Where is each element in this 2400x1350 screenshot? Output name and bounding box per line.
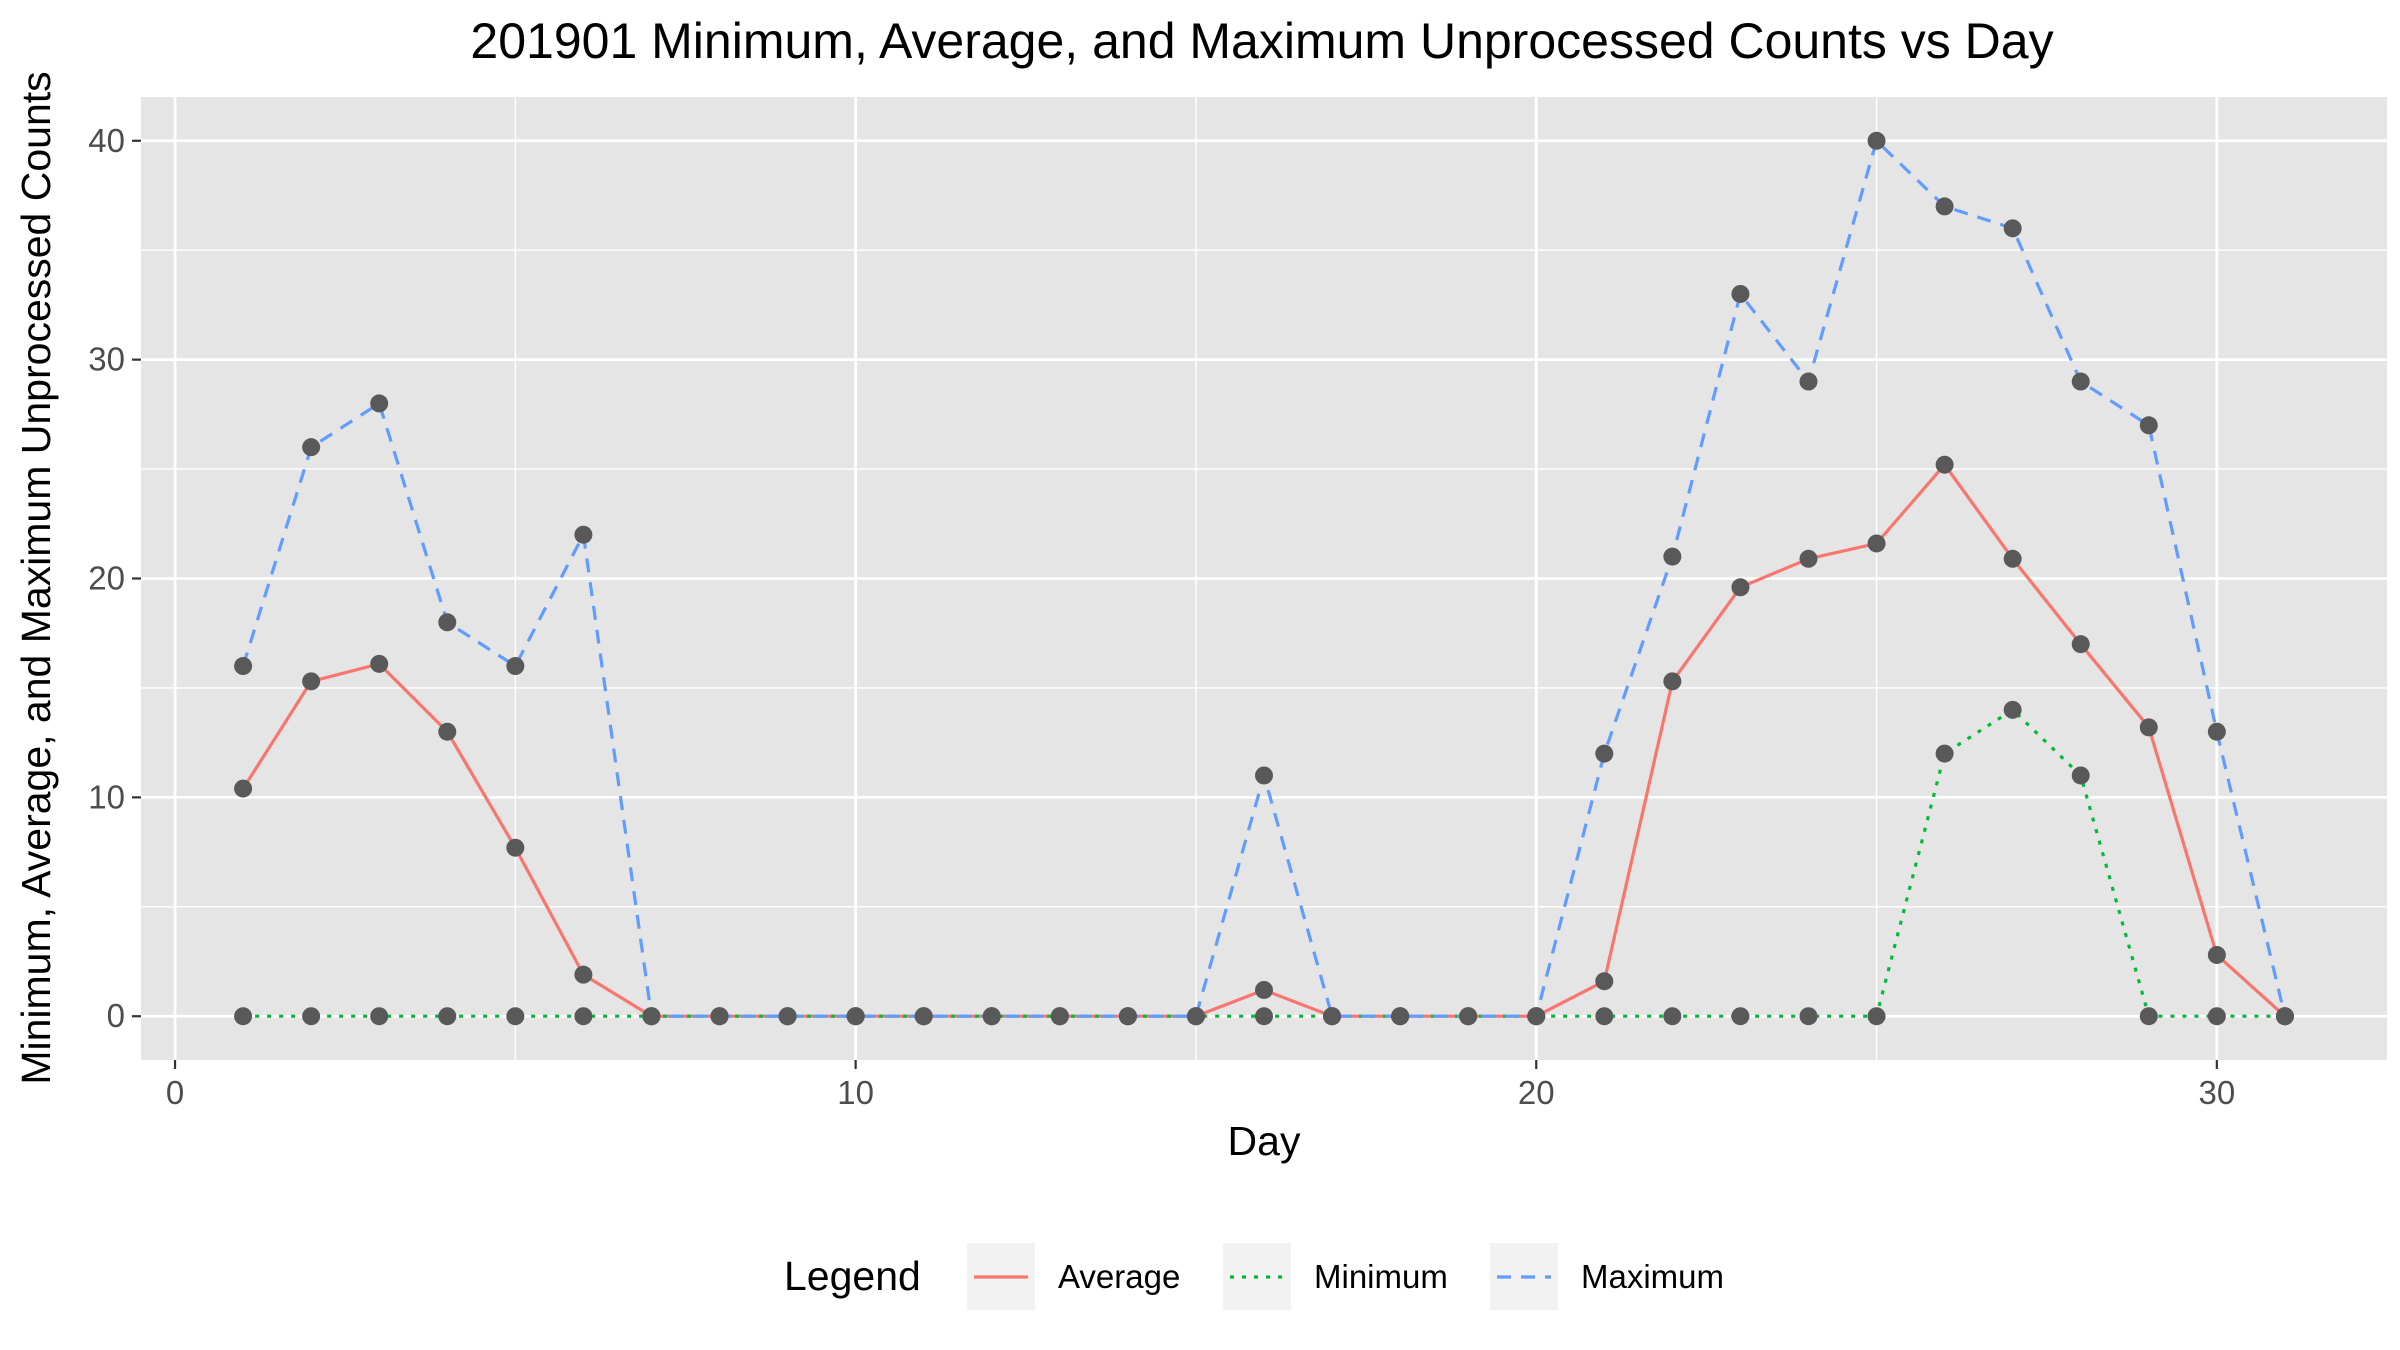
data-point-maximum [2139, 416, 2158, 435]
data-point-average [2139, 718, 2158, 737]
legend: Legend Average Minimum Maximum [784, 1243, 1724, 1310]
data-point-maximum [1867, 131, 1886, 150]
data-point-maximum [438, 613, 457, 632]
data-point-maximum [2207, 722, 2226, 741]
data-point-maximum [1459, 1007, 1478, 1026]
data-point-average [574, 965, 593, 984]
data-point-average [302, 672, 321, 691]
data-point-average [438, 722, 457, 741]
legend-label-minimum: Minimum [1314, 1258, 1448, 1295]
data-point-maximum [1527, 1007, 1546, 1026]
data-point-maximum [642, 1007, 661, 1026]
data-point-maximum [778, 1007, 797, 1026]
data-point-minimum [234, 1007, 253, 1026]
data-point-maximum [1255, 766, 1273, 785]
x-tick-label: 10 [837, 1074, 874, 1111]
data-point-maximum [1323, 1007, 1342, 1026]
data-point-minimum [1255, 1007, 1273, 1026]
data-points [234, 131, 2294, 1026]
data-point-maximum [1731, 284, 1750, 303]
y-tick-label: 20 [88, 560, 125, 597]
data-point-average [1731, 578, 1750, 597]
data-point-minimum [1867, 1007, 1886, 1026]
data-point-minimum [2003, 700, 2022, 719]
data-point-average [506, 838, 525, 857]
x-axis-label: Day [1228, 1118, 1301, 1164]
data-point-minimum [370, 1007, 389, 1026]
data-point-average [234, 779, 253, 798]
x-tick-label: 0 [166, 1074, 184, 1111]
x-tick-label: 20 [1518, 1074, 1555, 1111]
data-point-average [2071, 635, 2090, 654]
data-point-average [1935, 455, 1954, 474]
data-point-minimum [1595, 1007, 1614, 1026]
data-point-minimum [1799, 1007, 1818, 1026]
y-axis-label: Minimum, Average, and Maximum Unprocesse… [13, 71, 59, 1084]
data-point-minimum [2139, 1007, 2158, 1026]
legend-label-average: Average [1058, 1258, 1180, 1295]
y-tick-label: 40 [88, 122, 125, 159]
data-point-maximum [1118, 1007, 1137, 1026]
data-point-average [1663, 672, 1682, 691]
data-point-average [2003, 549, 2022, 568]
data-point-minimum [2071, 766, 2090, 785]
y-tick-label: 0 [107, 997, 125, 1034]
data-point-minimum [506, 1007, 525, 1026]
data-point-minimum [1663, 1007, 1682, 1026]
legend-items: Average Minimum Maximum [967, 1243, 1724, 1310]
chart-title: 201901 Minimum, Average, and Maximum Unp… [470, 13, 2053, 69]
data-point-maximum [914, 1007, 933, 1026]
data-point-maximum [302, 438, 321, 457]
data-point-maximum [710, 1007, 729, 1026]
data-point-minimum [1935, 744, 1954, 763]
data-point-average [370, 654, 389, 673]
data-point-maximum [982, 1007, 1001, 1026]
x-axis: 0 10 20 30 [166, 1060, 2235, 1111]
data-point-maximum [2071, 372, 2090, 391]
data-point-maximum [1799, 372, 1818, 391]
legend-title: Legend [784, 1253, 921, 1299]
data-point-average [1595, 972, 1614, 991]
data-point-maximum [1391, 1007, 1410, 1026]
data-point-maximum [370, 394, 389, 413]
data-point-maximum [2275, 1007, 2294, 1026]
data-point-maximum [1050, 1007, 1069, 1026]
data-point-average [1255, 980, 1273, 999]
data-point-minimum [438, 1007, 457, 1026]
data-point-maximum [234, 657, 253, 676]
legend-label-maximum: Maximum [1581, 1258, 1724, 1295]
data-point-maximum [846, 1007, 865, 1026]
data-point-average [1799, 549, 1818, 568]
data-point-minimum [2207, 1007, 2226, 1026]
grid-major [141, 97, 2387, 1060]
y-axis: 0 10 20 30 40 [88, 122, 141, 1034]
y-tick-label: 30 [88, 341, 125, 378]
data-point-average [2207, 945, 2226, 964]
data-point-maximum [1935, 197, 1954, 216]
data-point-maximum [1595, 744, 1614, 763]
data-point-minimum [1731, 1007, 1750, 1026]
data-point-maximum [2003, 219, 2022, 238]
data-point-maximum [1663, 547, 1682, 566]
data-point-maximum [506, 657, 525, 676]
y-tick-label: 10 [88, 778, 125, 815]
data-point-minimum [302, 1007, 321, 1026]
data-point-maximum [1186, 1007, 1205, 1026]
x-tick-label: 30 [2198, 1074, 2235, 1111]
data-point-average [1867, 534, 1886, 553]
data-point-maximum [574, 525, 593, 544]
data-point-minimum [574, 1007, 593, 1026]
